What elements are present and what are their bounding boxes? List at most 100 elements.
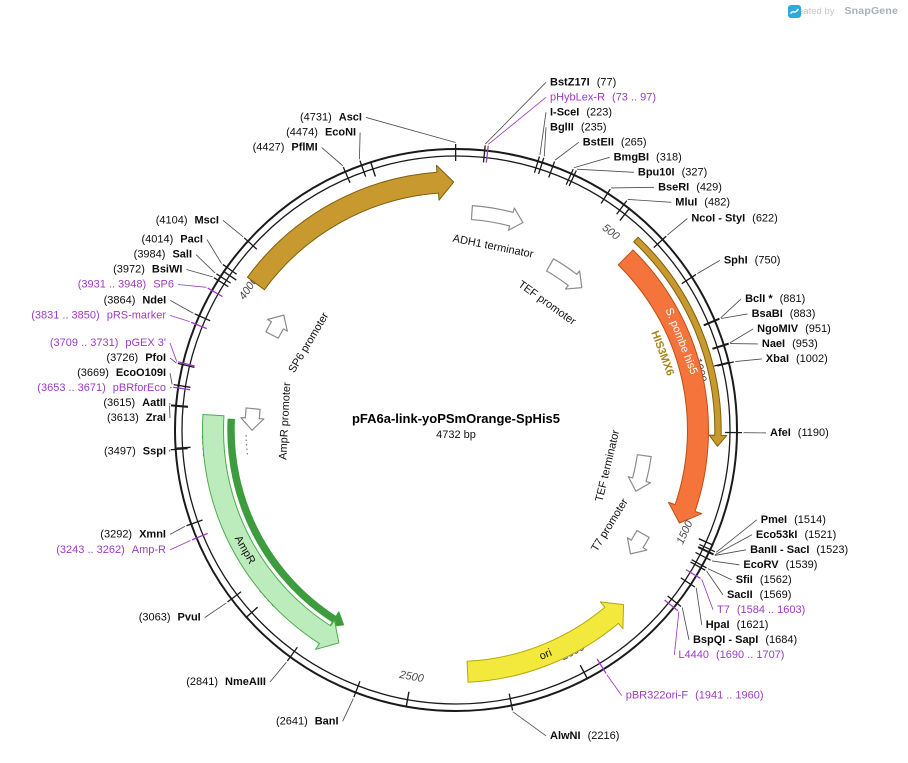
site-label-sacii[interactable]: SacII (1569) xyxy=(727,589,791,601)
watermark-created-by-label: Created by xyxy=(787,5,835,17)
site-label-pmei[interactable]: PmeI (1514) xyxy=(761,514,826,526)
site-label-sspi[interactable]: (3497) SspI xyxy=(104,446,166,458)
scale-tick-1500 xyxy=(698,538,714,546)
site-label-bsabi[interactable]: BsaBI (883) xyxy=(752,308,816,320)
site-leader-pmei xyxy=(715,519,758,553)
site-label-pfoi[interactable]: (3726) PfoI xyxy=(106,352,166,364)
site-label-nmeaiii[interactable]: (2841) NmeAIII xyxy=(186,676,266,688)
feature-s-pombe-his5[interactable] xyxy=(617,249,709,524)
site-label-bcli[interactable]: BclI * (881) xyxy=(745,293,805,305)
site-leader-xbai xyxy=(735,358,762,362)
feature-ampr-promoter[interactable] xyxy=(240,407,265,431)
site-label-ndei[interactable]: (3864) NdeI xyxy=(104,294,167,306)
site-label-bspqi-sapi[interactable]: BspQI - SapI (1684) xyxy=(693,634,797,646)
site-tick-bmgbi xyxy=(565,168,574,185)
site-label-pbrforeco[interactable]: (3653 .. 3671) pBRforEco xyxy=(37,382,166,394)
plasmid-name: pFA6a-link-yoPSmOrange-SpHis5 xyxy=(351,411,561,426)
site-tick-msci xyxy=(243,237,258,250)
watermark-brand-label: SnapGene xyxy=(844,5,898,17)
site-label-hpai[interactable]: HpaI (1621) xyxy=(706,619,769,631)
site-label-pgex-3[interactable]: (3709 .. 3731) pGEX 3' xyxy=(50,337,166,349)
site-label-mlui[interactable]: MluI (482) xyxy=(675,196,730,208)
site-label-sfii[interactable]: SfiI (1562) xyxy=(736,574,792,586)
site-leader-prs-marker xyxy=(169,314,190,323)
site-leader-sphi xyxy=(697,259,721,275)
site-label-ecorv[interactable]: EcoRV (1539) xyxy=(743,559,817,571)
site-label-asci[interactable]: (4731) AscI xyxy=(300,111,362,123)
site-label-ngomiv[interactable]: NgoMIV (951) xyxy=(757,323,831,335)
site-leader-amp-r xyxy=(169,540,191,551)
site-label-econi[interactable]: (4474) EcoNI xyxy=(286,126,356,138)
site-leader-hpai xyxy=(695,587,703,625)
site-leader-phyblex-r xyxy=(488,96,547,145)
site-label-bsiwi[interactable]: (3972) BsiWI xyxy=(113,264,182,276)
site-label-aatii[interactable]: (3615) AatII xyxy=(103,397,166,409)
scale-tick-2000 xyxy=(579,664,589,680)
site-label-pvui[interactable]: (3063) PvuI xyxy=(139,612,201,624)
site-label-paci[interactable]: (4014) PacI xyxy=(141,234,202,246)
feature-sp6-promoter[interactable] xyxy=(265,314,288,339)
feature-adh1-terminator[interactable] xyxy=(470,205,524,231)
site-tick-sfii xyxy=(691,559,707,569)
site-leader-paci xyxy=(206,239,222,264)
site-leader-bstz17i xyxy=(485,82,547,145)
site-label-ncoi-styi[interactable]: NcoI - StyI (622) xyxy=(691,212,777,224)
site-label-bani[interactable]: (2641) BanI xyxy=(276,715,339,727)
site-label-t7[interactable]: T7 (1584 .. 1603) xyxy=(717,604,805,616)
feature-tef-terminator[interactable] xyxy=(627,454,652,492)
site-label-xmni[interactable]: (3292) XmnI xyxy=(100,528,166,540)
site-label-sphi[interactable]: SphI (750) xyxy=(724,254,781,266)
feature-yopsmorange-orf[interactable] xyxy=(246,164,455,291)
site-tick-bspqi-sapi xyxy=(667,595,682,608)
feature-label-ori: ori xyxy=(538,647,554,663)
site-tick-bcli xyxy=(703,317,720,326)
site-label-bseri[interactable]: BseRI (429) xyxy=(658,181,722,193)
feature-tef-promoter[interactable] xyxy=(545,258,583,290)
site-label-naei[interactable]: NaeI (953) xyxy=(762,338,818,350)
site-label-prs-marker[interactable]: (3831 .. 3850) pRS-marker xyxy=(31,309,166,321)
site-leader-xmni xyxy=(169,525,186,535)
feature-ori[interactable] xyxy=(466,601,625,683)
site-label-eco53ki[interactable]: Eco53kI (1521) xyxy=(756,529,836,541)
site-label-sp6[interactable]: (3931 .. 3948) SP6 xyxy=(78,279,174,291)
site-tick-bglii xyxy=(537,157,545,175)
site-leader-bpu10i xyxy=(576,168,634,173)
site-tick-ngomiv xyxy=(712,342,729,350)
site-label-bstz17i[interactable]: BstZ17I (77) xyxy=(550,76,616,88)
site-tick-prs-marker xyxy=(190,321,208,330)
site-leader-banii-saci xyxy=(714,549,747,556)
site-label-sali[interactable]: (3984) SalI xyxy=(134,249,192,261)
site-label-bmgbi[interactable]: BmgBI (318) xyxy=(614,151,682,163)
scale-number-1500: 1500 xyxy=(675,518,696,546)
scale-tick-500 xyxy=(619,207,631,221)
feature-ampr[interactable] xyxy=(202,414,340,650)
site-leader-bglii xyxy=(543,127,547,157)
site-leader-bsabi xyxy=(720,313,748,319)
site-label-phyblex-r[interactable]: pHybLex-R (73 .. 97) xyxy=(550,91,656,103)
site-leader-bcli xyxy=(720,298,742,319)
site-label-amp-r[interactable]: (3243 .. 3262) Amp-R xyxy=(56,544,166,556)
site-label-bsteii[interactable]: BstEII (265) xyxy=(583,136,647,148)
site-label-l4440[interactable]: L4440 (1690 .. 1707) xyxy=(678,649,784,661)
site-label-zrai[interactable]: (3613) ZraI xyxy=(107,412,166,424)
site-label-bpu10i[interactable]: Bpu10I (327) xyxy=(638,166,707,178)
site-label-alwni[interactable]: AlwNI (2216) xyxy=(550,730,619,742)
scale-tick-4500 xyxy=(369,161,377,177)
feature-t7-promoter[interactable] xyxy=(626,529,650,555)
site-tick-pvui xyxy=(227,591,242,603)
feature-ampr-inner-arrow[interactable] xyxy=(227,418,345,627)
site-leader-nmeaiii xyxy=(269,661,287,683)
site-label-pbr322ori-f[interactable]: pBR322ori-F (1941 .. 1960) xyxy=(626,690,764,702)
site-label-banii-saci[interactable]: BanII - SacI (1523) xyxy=(750,544,848,556)
site-label-pflmi[interactable]: (4427) PflMI xyxy=(253,141,318,153)
site-label-xbai[interactable]: XbaI (1002) xyxy=(766,353,828,365)
site-tick-zrai xyxy=(170,405,189,408)
site-tick-t7 xyxy=(685,569,701,580)
site-label-msci[interactable]: (4104) MscI xyxy=(156,214,219,226)
site-label-ecoo109i[interactable]: (3669) EcoO109I xyxy=(77,367,166,379)
site-label-i-scei[interactable]: I-SceI (223) xyxy=(550,106,612,118)
feature-his3mx6[interactable] xyxy=(633,236,728,447)
site-label-bglii[interactable]: BglII (235) xyxy=(550,121,607,133)
site-label-afei[interactable]: AfeI (1190) xyxy=(770,427,829,439)
